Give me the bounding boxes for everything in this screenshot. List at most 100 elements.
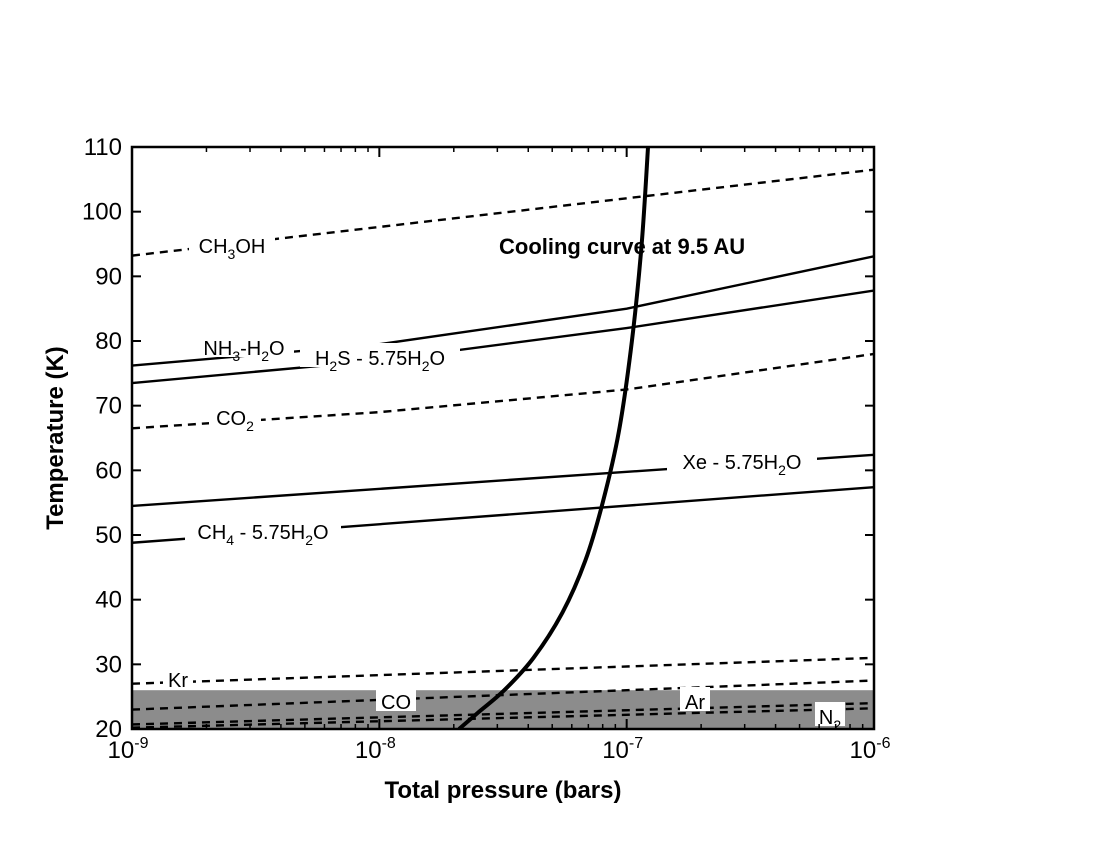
y-tick-label: 20: [95, 716, 122, 743]
series-label-knockout: [194, 333, 294, 357]
label-part: CH: [197, 522, 226, 544]
series-label-cooling-curve-at-9-5-au: Cooling curve at 9.5 AU: [499, 234, 745, 259]
series-label-text: Kr: [168, 670, 188, 692]
series-label-text: CH4 - 5.75H2O: [197, 522, 328, 547]
y-tick-label: 50: [95, 522, 122, 549]
label-part: Ar: [685, 692, 705, 714]
y-tick-label: 110: [84, 134, 122, 161]
x-tick-exponent: -8: [382, 735, 396, 752]
label-part: CH: [199, 236, 228, 258]
label-subscript: 2: [422, 358, 430, 374]
y-tick-label: 30: [95, 651, 122, 678]
series-label-n2: N2: [815, 702, 845, 733]
series-label-co: CO: [376, 687, 416, 714]
label-subscript: 4: [226, 532, 234, 548]
y-tick-label: 90: [95, 263, 122, 290]
series-label-h2s-5-75h2o: H2S - 5.75H2O: [300, 343, 460, 374]
series-line-ar: [132, 701, 874, 726]
series-label-nh3-h2o: NH3-H2O: [194, 333, 294, 364]
series-line-kr: [132, 656, 874, 685]
label-part: Xe - 5.75H: [683, 452, 779, 474]
label-subscript: 3: [232, 348, 240, 364]
series-label-kr: Kr: [163, 665, 193, 692]
label-subscript: 2: [329, 358, 337, 374]
series-layer: [132, 147, 874, 729]
shaded-region-layer: [132, 690, 874, 729]
series-label-text: Xe - 5.75H2O: [683, 452, 802, 477]
series-label-ar: Ar: [680, 687, 710, 714]
label-subscript: 2: [833, 717, 841, 733]
label-part: H: [315, 348, 329, 370]
series-label-ch4-5-75h2o: CH4 - 5.75H2O: [185, 517, 341, 548]
x-tick-base: 10: [850, 737, 877, 764]
series-label-text: N2: [819, 707, 841, 732]
series-label-ch3oh: CH3OH: [189, 231, 275, 262]
x-tick-label: 10-6: [850, 735, 891, 764]
series-label-knockout: [376, 687, 416, 711]
x-axis-title: Total pressure (bars): [385, 777, 622, 804]
series-label-text: Cooling curve at 9.5 AU: [499, 234, 745, 259]
series-label-knockout: [163, 665, 193, 689]
y-tick-label: 40: [95, 587, 122, 614]
x-tick-base: 10: [108, 737, 135, 764]
label-part: -H: [240, 338, 261, 360]
label-subscript: 2: [778, 462, 786, 478]
label-part: - 5.75H: [234, 522, 305, 544]
label-part: CO: [381, 692, 411, 714]
series-label-knockout: [667, 447, 817, 471]
label-part: CO: [216, 408, 246, 430]
label-subscript: 2: [261, 348, 269, 364]
y-axis-title: Temperature (K): [42, 346, 69, 530]
x-tick-exponent: -6: [876, 735, 890, 752]
series-label-knockout: [209, 403, 261, 427]
label-part: S - 5.75H: [337, 348, 421, 370]
x-tick-label: 10-8: [355, 735, 396, 764]
series-label-text: CO: [381, 692, 411, 714]
series-label-knockout: [680, 687, 710, 711]
series-line-co2: [132, 352, 874, 430]
label-subscript: 2: [305, 532, 313, 548]
label-subscript: 3: [228, 246, 236, 262]
series-label-text: H2S - 5.75H2O: [315, 348, 445, 373]
plot-frame: [130, 145, 876, 731]
label-part: O: [786, 452, 802, 474]
series-line-co: [132, 679, 874, 711]
series-label-text: NH3-H2O: [203, 338, 284, 363]
label-part: Cooling curve at 9.5 AU: [499, 234, 745, 259]
x-tick-exponent: -9: [134, 735, 148, 752]
series-label-xe-5-75h2o: Xe - 5.75H2O: [667, 447, 817, 478]
label-part: OH: [235, 236, 265, 258]
label-part: Kr: [168, 670, 188, 692]
y-tick-label: 80: [95, 328, 122, 355]
series-line-h2s-5-75h2o: [132, 289, 874, 385]
series-label-knockout: [185, 517, 341, 541]
label-part: O: [269, 338, 285, 360]
y-tick-label: 70: [95, 393, 122, 420]
label-part: N: [819, 707, 833, 729]
series-label-knockout: [189, 231, 275, 255]
series-line-n2: [132, 707, 874, 729]
x-tick-base: 10: [355, 737, 382, 764]
label-part: O: [429, 348, 445, 370]
series-line-ch3oh: [132, 168, 874, 257]
label-subscript: 2: [246, 418, 254, 434]
label-part: NH: [203, 338, 232, 360]
x-tick-base: 10: [602, 737, 629, 764]
y-tick-label: 60: [95, 457, 122, 484]
series-label-text: Ar: [685, 692, 705, 714]
series-label-co2: CO2: [209, 403, 261, 434]
x-tick-exponent: -7: [629, 735, 643, 752]
series-line-cooling-curve-at-9-5-au: [457, 147, 651, 729]
shaded-region: [132, 690, 874, 729]
x-tick-label: 10-7: [602, 735, 643, 764]
series-label-text: CO2: [216, 408, 254, 433]
x-tick-label: 10-9: [108, 735, 149, 764]
series-label-knockout: [815, 702, 845, 726]
label-part: O: [313, 522, 329, 544]
series-label-text: CH3OH: [199, 236, 266, 261]
series-label-knockout: [300, 343, 460, 367]
y-tick-label: 100: [82, 199, 122, 226]
